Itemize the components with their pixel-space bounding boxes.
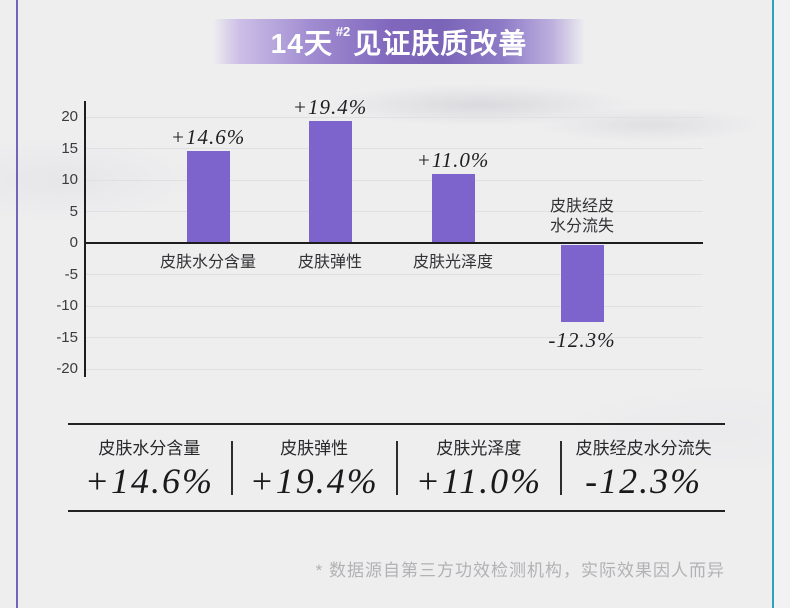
y-tick-label: -10 <box>56 297 78 314</box>
x-axis-zero-line <box>85 242 703 244</box>
bar-category-label: 皮肤水分含量 <box>133 253 283 273</box>
summary-item: 皮肤水分含量 +14.6% <box>68 434 231 501</box>
bar <box>186 151 230 243</box>
summary-item-value: +11.0% <box>415 461 543 501</box>
banner-superscript: #2 <box>335 24 351 39</box>
summary-item: 皮肤弹性 +19.4% <box>233 434 396 501</box>
y-tick-label: -5 <box>64 265 78 283</box>
bar-value-label: +14.6% <box>170 125 246 150</box>
summary-item-value: -12.3% <box>585 461 703 501</box>
summary-item-label: 皮肤光泽度 <box>436 439 522 458</box>
footnote: * 数据源自第三方功效检测机构，实际效果因人而异 <box>315 561 725 580</box>
bar-category-label: 皮肤弹性 <box>255 253 405 273</box>
bar-category-label-line: 皮肤光泽度 <box>412 254 493 271</box>
bar-value-label: -12.3% <box>548 328 616 353</box>
summary-strip: 皮肤水分含量 +14.6% 皮肤弹性 +19.4% 皮肤光泽度 +11.0% 皮… <box>68 423 725 512</box>
title-banner: 14天 #2 见证肤质改善 <box>213 19 585 64</box>
summary-divider <box>560 440 563 495</box>
y-tick-label: 20 <box>61 108 78 125</box>
right-margin-strip <box>774 0 790 608</box>
bar <box>308 120 352 243</box>
gridline <box>85 116 703 118</box>
gridline <box>85 337 703 338</box>
bar <box>560 245 604 323</box>
summary-item-label: 皮肤经皮水分流失 <box>575 439 712 458</box>
bar-value-label: +19.4% <box>292 94 368 119</box>
banner-text-suffix: 见证肤质改善 <box>353 27 528 59</box>
y-tick-label: -15 <box>56 328 78 346</box>
left-border-line <box>16 0 18 608</box>
bar-value-label: +11.0% <box>416 147 490 172</box>
y-axis-line <box>84 101 86 377</box>
bar-category-label: 皮肤经皮 水分流失 <box>507 197 657 237</box>
banner-text-prefix: 14天 <box>270 27 333 59</box>
y-tick-label: -20 <box>56 360 78 377</box>
bar-category-label-line: 皮肤水分含量 <box>159 254 256 271</box>
summary-divider <box>395 440 398 495</box>
gridline <box>85 211 703 212</box>
gridline <box>85 368 703 370</box>
y-tick-label: 15 <box>61 139 78 157</box>
gridline <box>85 274 703 275</box>
right-border-line <box>772 0 774 608</box>
summary-item-label: 皮肤弹性 <box>280 439 349 458</box>
gridline <box>85 305 703 307</box>
bar <box>431 173 475 243</box>
y-tick-label: 0 <box>69 234 78 251</box>
summary-item-value: +14.6% <box>84 461 215 501</box>
bar-category-label-line: 水分流失 <box>549 218 614 235</box>
gridline <box>85 148 703 149</box>
y-tick-label: 5 <box>69 202 78 220</box>
summary-item: 皮肤光泽度 +11.0% <box>398 434 561 501</box>
summary-item-label: 皮肤水分含量 <box>98 439 201 458</box>
summary-item: 皮肤经皮水分流失 -12.3% <box>562 434 725 501</box>
bar-category-label-line: 皮肤经皮 <box>549 198 614 215</box>
bar-category-label-line: 皮肤弹性 <box>297 254 362 271</box>
bar-category-label: 皮肤光泽度 <box>378 253 528 273</box>
y-tick-label: 10 <box>61 171 78 188</box>
gridline <box>85 179 703 181</box>
summary-item-value: +19.4% <box>249 461 379 501</box>
summary-divider <box>230 440 233 495</box>
